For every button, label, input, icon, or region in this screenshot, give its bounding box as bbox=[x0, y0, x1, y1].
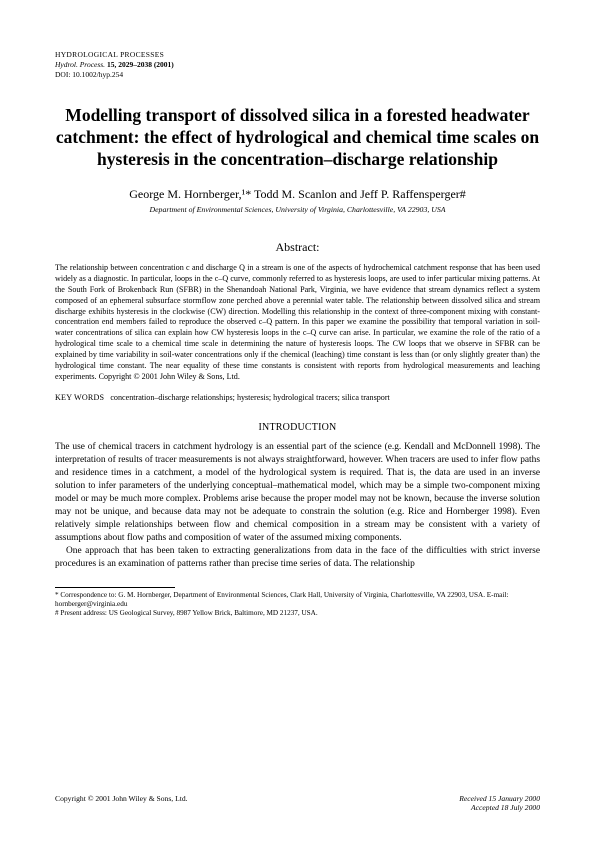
keywords: KEY WORDS concentration–discharge relati… bbox=[55, 393, 540, 402]
footnote-rule bbox=[55, 587, 175, 588]
footer-received: Received 15 January 2000 bbox=[459, 794, 540, 803]
affiliation: Department of Environmental Sciences, Un… bbox=[55, 205, 540, 214]
footer-copyright: Copyright © 2001 John Wiley & Sons, Ltd. bbox=[55, 794, 188, 812]
keywords-label: KEY WORDS bbox=[55, 393, 104, 402]
section-heading-introduction: INTRODUCTION bbox=[55, 422, 540, 433]
intro-paragraph-1: The use of chemical tracers in catchment… bbox=[55, 441, 540, 545]
footnote-correspondence: * Correspondence to: G. M. Hornberger, D… bbox=[55, 591, 540, 610]
article-title: Modelling transport of dissolved silica … bbox=[55, 105, 540, 171]
journal-volume-pages: 15, 2029–2038 (2001) bbox=[107, 60, 174, 69]
journal-doi: DOI: 10.1002/hyp.254 bbox=[55, 70, 540, 80]
footnote-present-address: # Present address: US Geological Survey,… bbox=[55, 609, 540, 618]
abstract-heading: Abstract: bbox=[55, 240, 540, 255]
journal-name: HYDROLOGICAL PROCESSES bbox=[55, 50, 540, 60]
footer-accepted: Accepted 18 July 2000 bbox=[459, 803, 540, 812]
page-footer: Copyright © 2001 John Wiley & Sons, Ltd.… bbox=[55, 794, 540, 812]
authors: George M. Hornberger,¹* Todd M. Scanlon … bbox=[55, 187, 540, 202]
journal-reference: Hydrol. Process. bbox=[55, 60, 105, 69]
intro-paragraph-2: One approach that has been taken to extr… bbox=[55, 545, 540, 571]
keywords-text: concentration–discharge relationships; h… bbox=[110, 393, 389, 402]
abstract-text: The relationship between concentration c… bbox=[55, 263, 540, 383]
journal-header: HYDROLOGICAL PROCESSES Hydrol. Process. … bbox=[55, 50, 540, 79]
